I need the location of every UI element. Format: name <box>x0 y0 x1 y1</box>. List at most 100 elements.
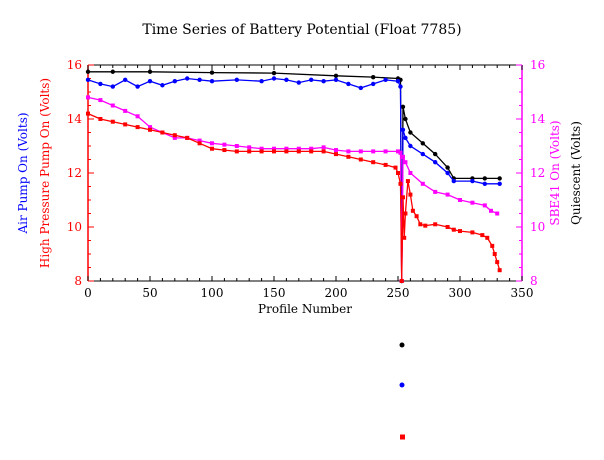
series-point-3 <box>393 165 398 170</box>
series-point-2 <box>346 149 351 154</box>
series-point-1 <box>296 80 301 85</box>
series-point-1 <box>420 151 425 157</box>
series-point-0 <box>371 74 376 80</box>
series-point-0 <box>209 70 215 75</box>
series-point-1 <box>383 77 388 83</box>
series-point-1 <box>284 77 289 83</box>
series-point-0 <box>497 176 502 181</box>
x-tick-label: 250 <box>387 286 410 300</box>
legend-layer <box>399 342 405 440</box>
series-point-2 <box>358 149 363 154</box>
y-left-tick-label: 10 <box>67 220 82 234</box>
series-point-1 <box>309 77 314 83</box>
series-point-3 <box>334 152 338 157</box>
series-point-3 <box>405 179 410 184</box>
series-point-1 <box>259 79 264 84</box>
series-point-3 <box>247 149 252 154</box>
series-group-2 <box>86 95 500 283</box>
series-point-3 <box>110 119 115 124</box>
series-point-0 <box>333 73 339 79</box>
series-point-2 <box>334 148 338 153</box>
series-point-3 <box>490 243 495 248</box>
series-point-3 <box>185 135 190 140</box>
series-point-3 <box>358 157 363 162</box>
series-point-3 <box>497 268 502 273</box>
y-right-tick-label: 12 <box>530 166 545 180</box>
x-tick-label: 100 <box>201 286 224 300</box>
series-point-3 <box>296 149 301 154</box>
series-point-2 <box>489 208 493 213</box>
left-axis-label-0: Air Pump On (Volts) <box>16 112 30 234</box>
series-point-2 <box>272 146 276 151</box>
series-point-2 <box>172 135 177 140</box>
x-tick-label: 300 <box>449 286 472 300</box>
series-point-3 <box>222 148 227 153</box>
series-point-2 <box>433 189 438 194</box>
series-point-0 <box>445 165 450 170</box>
series-point-1 <box>482 181 487 186</box>
series-point-3 <box>402 235 407 240</box>
series-point-3 <box>98 117 103 121</box>
series-line-0 <box>88 71 500 282</box>
series-point-1 <box>85 77 91 83</box>
series-point-3 <box>445 225 450 229</box>
series-point-1 <box>398 84 403 89</box>
series-point-3 <box>309 149 314 154</box>
y-right-tick-label: 8 <box>530 274 538 288</box>
series-point-3 <box>458 229 462 234</box>
series-point-3 <box>410 208 415 213</box>
label-layer: Profile Number Air Pump On (Volts) High Pr… <box>16 78 583 316</box>
series-point-2 <box>408 171 413 175</box>
series-point-2 <box>398 150 403 155</box>
series-point-3 <box>492 252 497 256</box>
series-point-2 <box>396 149 400 154</box>
series-point-0 <box>400 104 406 110</box>
series-point-3 <box>396 171 400 175</box>
series-point-3 <box>123 122 128 127</box>
series-point-2 <box>86 95 90 100</box>
series-point-3 <box>148 127 152 132</box>
series-point-3 <box>414 214 419 219</box>
series-point-2 <box>371 149 376 154</box>
series-point-3 <box>403 211 408 216</box>
y-right-tick-label: 16 <box>530 58 545 72</box>
series-point-3 <box>234 149 239 154</box>
series-point-3 <box>210 146 214 151</box>
series-point-3 <box>408 192 413 197</box>
series-point-0 <box>271 70 277 76</box>
y-right-tick-label: 10 <box>530 220 545 234</box>
series-point-2 <box>234 144 239 148</box>
series-point-2 <box>222 142 227 147</box>
series-point-1 <box>98 81 103 87</box>
series-point-1 <box>451 178 456 184</box>
series-point-3 <box>172 133 177 138</box>
legend-marker-0 <box>399 342 405 348</box>
series-point-2 <box>210 141 214 146</box>
series-point-3 <box>418 222 423 227</box>
series-point-3 <box>346 154 351 159</box>
series-point-2 <box>400 154 405 159</box>
series-point-1 <box>135 84 140 89</box>
series-point-2 <box>197 138 202 143</box>
series-group-1 <box>85 76 502 284</box>
series-point-1 <box>147 79 153 84</box>
series-point-3 <box>423 223 428 228</box>
series-point-2 <box>135 114 140 119</box>
left-axis-label-1: High Pressure Pump On (Volts) <box>38 78 52 268</box>
series-point-3 <box>160 130 165 135</box>
series-point-1 <box>445 170 450 176</box>
series-point-0 <box>433 151 438 157</box>
y-left-tick-label: 12 <box>67 166 82 180</box>
series-point-0 <box>147 69 153 74</box>
series-point-1 <box>234 77 239 83</box>
x-tick-label: 150 <box>263 286 286 300</box>
series-point-0 <box>85 69 91 74</box>
series-point-1 <box>197 77 202 83</box>
series-point-1 <box>185 76 190 81</box>
x-tick-label: 200 <box>325 286 348 300</box>
x-axis-label: Profile Number <box>258 302 352 316</box>
series-point-3 <box>400 195 405 200</box>
chart-title: Time Series of Battery Potential (Float … <box>142 22 461 38</box>
series-point-2 <box>247 145 252 150</box>
